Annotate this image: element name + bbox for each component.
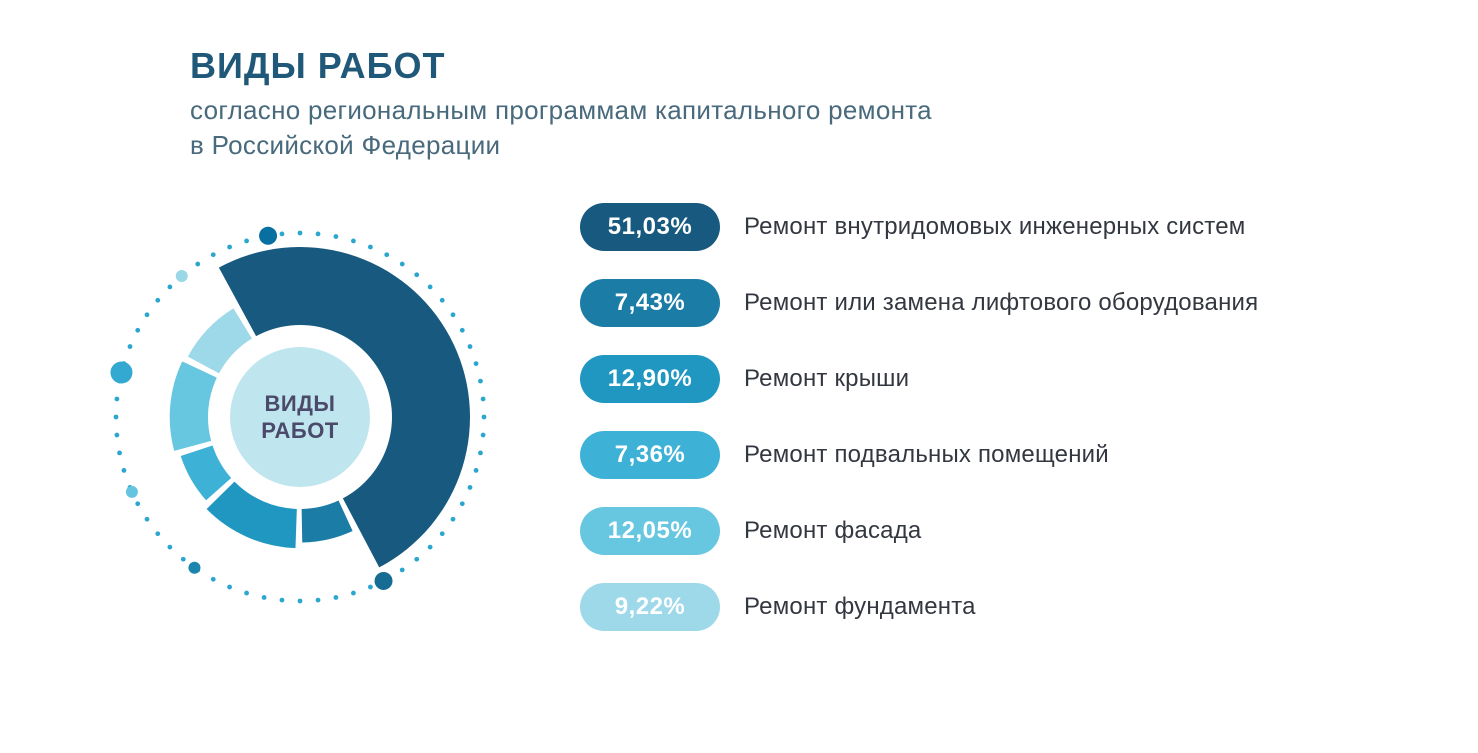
legend-label: Ремонт подвальных помещений [744,441,1109,469]
page-title: ВИДЫ РАБОТ [190,45,1418,87]
legend-value-pill: 7,43% [580,279,720,327]
legend-value-pill: 12,90% [580,355,720,403]
legend-label: Ремонт фасада [744,517,921,545]
legend-list: 51,03% Ремонт внутридомовых инженерных си… [580,203,1418,631]
legend-item: 12,90% Ремонт крыши [580,355,1418,403]
legend-label: Ремонт внутридомовых инженерных систем [744,213,1245,241]
legend-label: Ремонт или замена лифтового оборудования [744,289,1258,317]
legend-item: 12,05% Ремонт фасада [580,507,1418,555]
content-row: ВИДЫ РАБОТ 51,03% Ремонт внутридомовых ин… [190,203,1418,631]
legend-item: 9,22% Ремонт фундамента [580,583,1418,631]
legend-label: Ремонт крыши [744,365,909,393]
subtitle-line-2: в Российской Федерации [190,130,500,160]
center-label-line-2: РАБОТ [261,417,339,445]
donut-chart: ВИДЫ РАБОТ [100,217,500,617]
subtitle-line-1: согласно региональным программам капитал… [190,95,932,125]
legend-label: Ремонт фундамента [744,593,976,621]
legend-value-pill: 9,22% [580,583,720,631]
center-label-line-1: ВИДЫ [265,390,336,418]
page-subtitle: согласно региональным программам капитал… [190,93,1418,163]
donut-center-label: ВИДЫ РАБОТ [100,217,500,617]
legend-item: 51,03% Ремонт внутридомовых инженерных си… [580,203,1418,251]
legend-value-pill: 7,36% [580,431,720,479]
legend-item: 7,36% Ремонт подвальных помещений [580,431,1418,479]
legend-value-pill: 51,03% [580,203,720,251]
infographic-root: ВИДЫ РАБОТ согласно региональным програм… [0,0,1478,651]
legend-item: 7,43% Ремонт или замена лифтового оборудо… [580,279,1418,327]
legend-value-pill: 12,05% [580,507,720,555]
